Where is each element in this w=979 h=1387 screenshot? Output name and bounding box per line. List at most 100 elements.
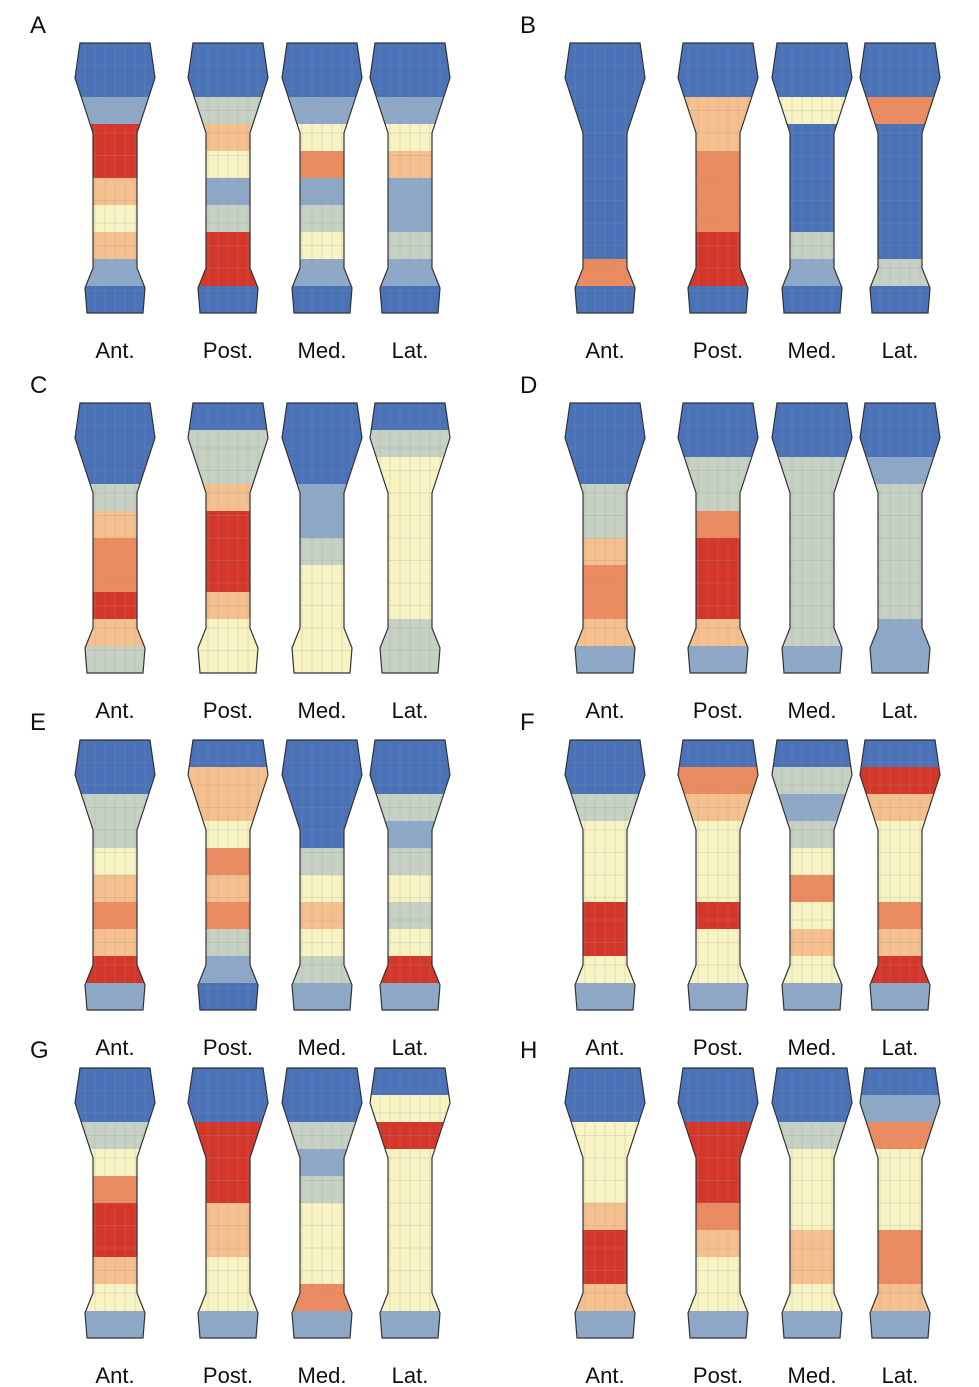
bone-outline — [281, 1067, 363, 1339]
view-label: Post. — [693, 1363, 743, 1387]
heatmap — [678, 403, 758, 673]
view-label: Post. — [693, 1035, 743, 1060]
bone-outline — [281, 739, 363, 1011]
bone-outline — [369, 42, 451, 314]
heatmap — [370, 403, 450, 673]
heatmap — [188, 740, 268, 1010]
panel-letter: E — [30, 709, 46, 736]
view-label: Med. — [788, 338, 837, 363]
bone-outline — [771, 402, 853, 674]
bone-outline — [74, 739, 156, 1011]
panel-letter: H — [520, 1037, 537, 1064]
view-label: Post. — [203, 698, 253, 723]
heatmap — [370, 740, 450, 1010]
heatmap — [860, 43, 940, 313]
view-label: Med. — [298, 338, 347, 363]
bone-outline — [771, 739, 853, 1011]
heatmap — [565, 403, 645, 673]
bone-outline — [74, 42, 156, 314]
view-label: Lat. — [392, 1035, 429, 1060]
heatmap — [188, 403, 268, 673]
panel-letter: F — [520, 709, 535, 736]
bone-outline — [74, 402, 156, 674]
view-label: Lat. — [392, 698, 429, 723]
bone-outline — [564, 402, 646, 674]
view-label: Ant. — [585, 698, 624, 723]
heatmap — [860, 403, 940, 673]
heatmap — [75, 740, 155, 1010]
view-label: Lat. — [392, 338, 429, 363]
heatmap — [282, 403, 362, 673]
view-label: Lat. — [882, 698, 919, 723]
heatmap — [772, 1068, 852, 1338]
view-label: Lat. — [882, 338, 919, 363]
heatmap — [565, 43, 645, 313]
view-label: Med. — [788, 698, 837, 723]
bone-outline — [564, 42, 646, 314]
bone-outline — [187, 42, 269, 314]
view-label: Ant. — [585, 338, 624, 363]
heatmap — [370, 43, 450, 313]
view-label: Post. — [693, 338, 743, 363]
panel-letter: D — [520, 372, 537, 399]
bone-outline — [859, 42, 941, 314]
bone-outline — [369, 1067, 451, 1339]
view-label: Med. — [298, 1035, 347, 1060]
bone-outline — [564, 739, 646, 1011]
panel-letter: C — [30, 372, 47, 399]
panel-letter: B — [520, 12, 536, 39]
heatmap — [860, 740, 940, 1010]
heatmap — [75, 43, 155, 313]
bone-outline — [187, 402, 269, 674]
view-label: Post. — [693, 698, 743, 723]
bone-outline — [771, 42, 853, 314]
heatmap — [860, 1068, 940, 1338]
view-label: Med. — [298, 1363, 347, 1387]
view-label: Ant. — [95, 1035, 134, 1060]
view-label: Ant. — [585, 1363, 624, 1387]
view-label: Post. — [203, 1363, 253, 1387]
bone-outline — [187, 1067, 269, 1339]
bone-outline — [859, 1067, 941, 1339]
bone-outline — [677, 42, 759, 314]
bone-outline — [74, 1067, 156, 1339]
heatmap — [282, 1068, 362, 1338]
heatmap — [282, 43, 362, 313]
heatmap — [772, 43, 852, 313]
heatmap — [75, 403, 155, 673]
panel-letter: A — [30, 12, 46, 39]
view-label: Lat. — [882, 1035, 919, 1060]
view-label: Med. — [788, 1035, 837, 1060]
heatmap — [282, 740, 362, 1010]
heatmap — [772, 740, 852, 1010]
view-label: Med. — [788, 1363, 837, 1387]
view-label: Ant. — [95, 1363, 134, 1387]
view-label: Ant. — [585, 1035, 624, 1060]
heatmap — [188, 43, 268, 313]
view-label: Ant. — [95, 338, 134, 363]
bone-outline — [677, 1067, 759, 1339]
view-label: Lat. — [882, 1363, 919, 1387]
bone-outline — [281, 402, 363, 674]
heatmap — [370, 1068, 450, 1338]
view-label: Med. — [298, 698, 347, 723]
bone-outline — [677, 402, 759, 674]
heatmap — [565, 740, 645, 1010]
bone-outline — [281, 42, 363, 314]
heatmap — [772, 403, 852, 673]
panel-letter: G — [30, 1037, 49, 1064]
heatmap — [678, 43, 758, 313]
heatmap — [75, 1068, 155, 1338]
heatmap — [678, 740, 758, 1010]
view-label: Lat. — [392, 1363, 429, 1387]
heatmap — [188, 1068, 268, 1338]
view-label: Post. — [203, 1035, 253, 1060]
bone-outline — [859, 402, 941, 674]
view-label: Post. — [203, 338, 253, 363]
view-label: Ant. — [95, 698, 134, 723]
bone-outline — [369, 402, 451, 674]
bone-outline — [564, 1067, 646, 1339]
bone-outline — [369, 739, 451, 1011]
bone-outline — [771, 1067, 853, 1339]
